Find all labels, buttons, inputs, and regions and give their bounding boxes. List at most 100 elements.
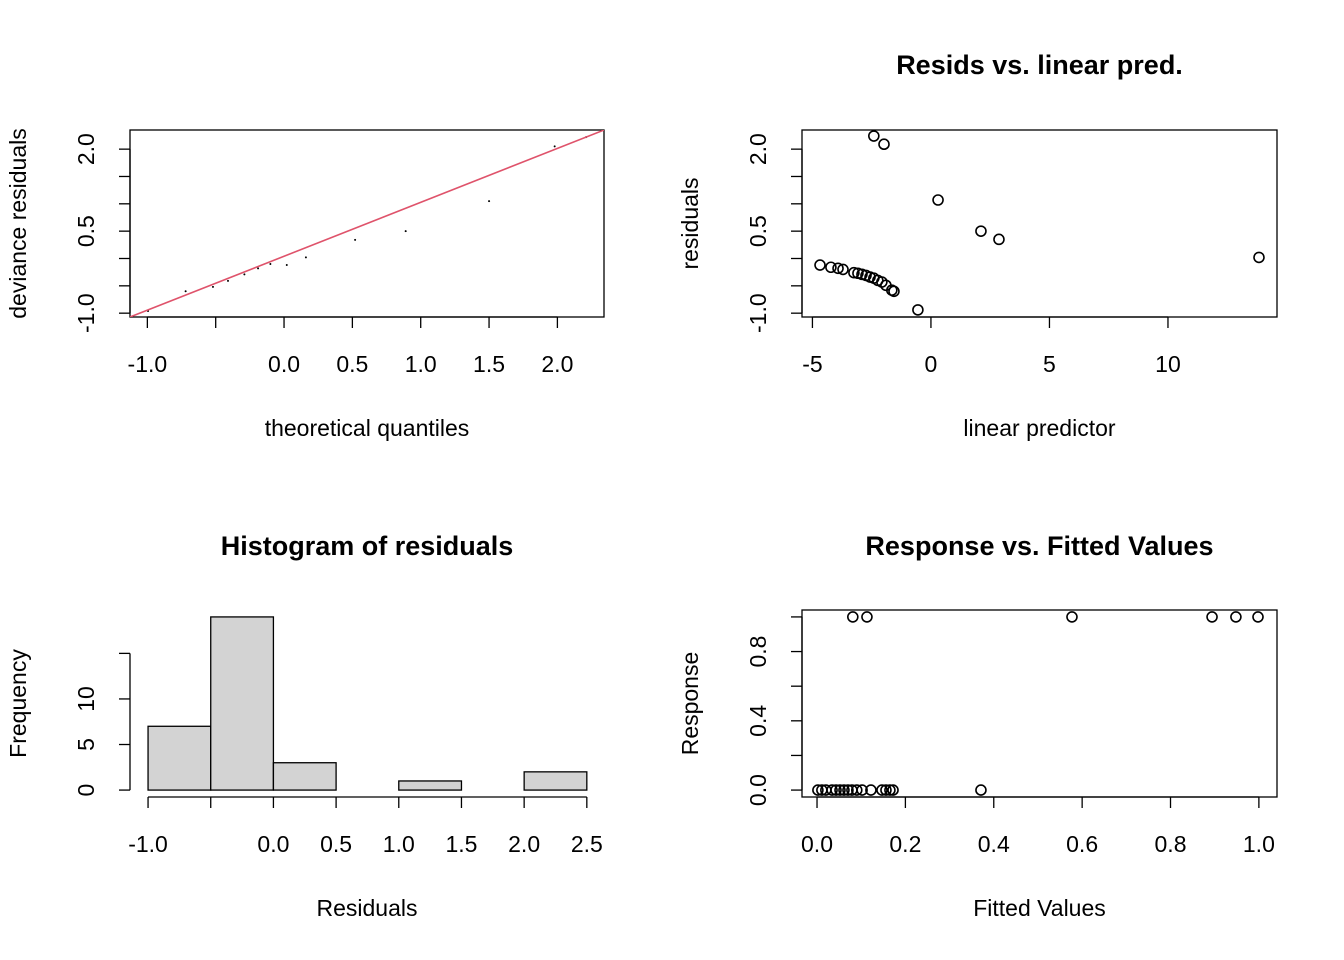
point — [184, 290, 187, 293]
y-tick-label: 2.0 — [745, 133, 771, 165]
point — [861, 611, 873, 623]
point — [226, 279, 229, 282]
point — [1206, 611, 1218, 623]
point — [243, 273, 246, 276]
point — [878, 138, 890, 151]
x-tick-label: 0.8 — [1155, 831, 1187, 857]
y-tick-label: 5 — [73, 738, 99, 751]
bar — [523, 771, 588, 791]
point — [1230, 611, 1242, 623]
y-axis-label: Response — [677, 652, 703, 756]
y-tick-label: 0.5 — [745, 215, 771, 247]
x-tick-label: -5 — [802, 351, 822, 377]
y-tick-label: 2.0 — [73, 133, 99, 165]
panel-title: Resids vs. linear pred. — [896, 50, 1183, 80]
point — [837, 263, 849, 276]
point — [848, 266, 860, 279]
reference-line — [130, 130, 604, 317]
y-tick-label: 0.5 — [73, 215, 99, 247]
point — [850, 784, 863, 796]
panel: Resids vs. linear pred. linear predictor r… — [677, 50, 1278, 441]
panel-title: Response vs. Fitted Values — [865, 531, 1213, 561]
panel-title: Histogram of residuals — [221, 531, 514, 561]
x-axis-label: linear predictor — [963, 415, 1115, 441]
point — [304, 256, 307, 259]
x-tick-label: 1.0 — [1243, 831, 1275, 857]
x-tick-label: 1.0 — [405, 351, 437, 377]
point — [912, 304, 924, 316]
y-tick-label: -1.0 — [745, 293, 771, 333]
point — [825, 261, 837, 274]
plot-box — [801, 129, 1278, 318]
point — [826, 784, 838, 796]
x-axis-label: theoretical quantiles — [265, 415, 470, 441]
point — [354, 238, 357, 241]
x-tick-label: 2.0 — [508, 831, 540, 857]
point — [847, 611, 859, 623]
point — [888, 285, 900, 298]
point — [838, 784, 850, 796]
point — [834, 784, 846, 796]
panel: theoretical quantiles deviance residuals -… — [5, 128, 605, 441]
x-tick-label: 2.5 — [571, 831, 603, 857]
point — [932, 194, 944, 206]
x-tick-label: 5 — [1043, 351, 1056, 377]
point — [285, 264, 288, 267]
x-tick-label: 0 — [925, 351, 938, 377]
x-tick-label: 0.6 — [1066, 831, 1098, 857]
point — [884, 784, 896, 796]
x-tick-label: 0.0 — [257, 831, 289, 857]
x-tick-label: 1.5 — [445, 831, 477, 857]
panel: Response vs. Fitted Values Fitted Values R… — [677, 531, 1278, 921]
x-tick-label: 0.4 — [978, 831, 1010, 857]
point — [887, 784, 899, 796]
x-axis-label: Fitted Values — [973, 895, 1106, 921]
x-tick-label: 0.5 — [336, 351, 368, 377]
y-tick-label: 0.8 — [745, 636, 771, 668]
point — [1253, 251, 1265, 264]
point — [856, 784, 868, 796]
point — [832, 262, 844, 275]
y-tick-label: 10 — [73, 686, 99, 712]
point — [553, 145, 556, 148]
panel: Histogram of residuals Residuals Frequency… — [5, 531, 603, 921]
point — [488, 200, 491, 203]
x-tick-label: 0.2 — [889, 831, 921, 857]
x-tick-label: 10 — [1155, 351, 1181, 377]
point — [842, 784, 854, 796]
bar — [272, 762, 337, 791]
point — [868, 130, 880, 142]
point — [257, 267, 260, 270]
point — [404, 230, 407, 233]
y-axis-label: Frequency — [5, 649, 31, 758]
x-tick-label: 0.0 — [801, 831, 833, 857]
point — [1252, 611, 1264, 623]
y-tick-label: 0.0 — [745, 774, 771, 806]
bar — [147, 725, 212, 791]
x-tick-label: 2.0 — [541, 351, 573, 377]
x-axis-label: Residuals — [317, 895, 418, 921]
y-tick-label: -1.0 — [73, 293, 99, 333]
bar — [210, 616, 275, 791]
bar — [398, 780, 463, 791]
point — [865, 784, 877, 796]
x-tick-label: -1.0 — [128, 831, 168, 857]
x-tick-label: 0.5 — [320, 831, 352, 857]
point — [211, 285, 214, 288]
x-tick-label: 1.0 — [383, 831, 415, 857]
point — [975, 225, 987, 237]
point — [1066, 611, 1078, 623]
y-tick-label: 0.4 — [745, 705, 771, 737]
y-axis-label: residuals — [677, 177, 703, 269]
point — [880, 784, 892, 796]
point — [993, 233, 1005, 246]
x-tick-label: 1.5 — [473, 351, 505, 377]
x-tick-label: 0.0 — [268, 351, 300, 377]
point — [830, 784, 842, 796]
point — [812, 784, 824, 796]
point — [269, 262, 272, 265]
point — [876, 784, 888, 796]
plot-box — [801, 609, 1278, 798]
x-tick-label: -1.0 — [128, 351, 168, 377]
